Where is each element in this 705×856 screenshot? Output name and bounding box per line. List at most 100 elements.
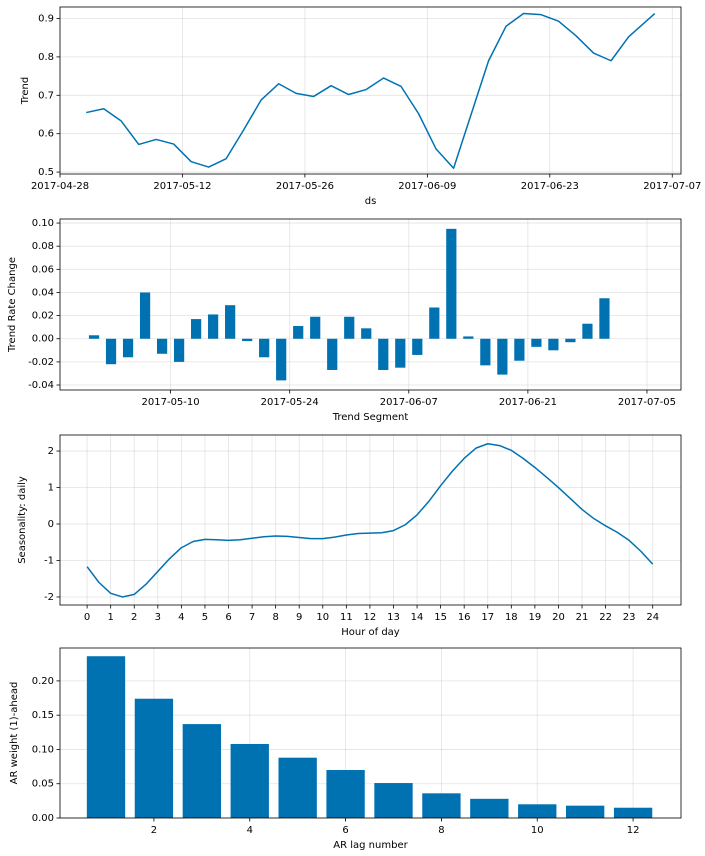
x-tick-label: 16 — [458, 612, 471, 623]
y-axis-label: AR weight (1)-ahead — [9, 682, 20, 785]
x-tick-label: 9 — [296, 612, 302, 623]
x-tick-label: 2017-06-07 — [380, 397, 438, 408]
bar — [361, 328, 372, 339]
bar — [378, 338, 389, 370]
bar — [86, 656, 126, 818]
x-tick-label: 2 — [151, 825, 157, 836]
x-tick-label: 13 — [387, 612, 400, 623]
y-tick-label: 0.00 — [32, 334, 54, 345]
y-tick-label: 0.00 — [32, 813, 54, 824]
x-axis-label: AR lag number — [333, 840, 408, 851]
y-axis-label: Trend Rate Change — [7, 257, 18, 353]
y-tick-label: 0.02 — [32, 311, 54, 322]
bar — [139, 292, 151, 339]
x-tick-label: 2017-05-10 — [142, 397, 200, 408]
x-tick-label: 2017-07-05 — [618, 397, 676, 408]
trend-line — [86, 12, 656, 169]
y-tick-label: 0.08 — [32, 241, 54, 252]
bar — [182, 724, 221, 818]
x-axis-label: Trend Segment — [332, 412, 409, 423]
x-tick-label: 12 — [364, 612, 377, 623]
x-tick-label: 4 — [247, 825, 253, 836]
bar — [242, 338, 253, 342]
y-tick-label: 0.10 — [32, 218, 54, 229]
axes-frame — [59, 218, 682, 391]
x-tick-label: 10 — [316, 612, 329, 623]
bar — [191, 319, 202, 339]
y-tick-label: -0.04 — [28, 380, 54, 391]
bar — [480, 338, 491, 366]
x-tick-label: 10 — [531, 825, 544, 836]
bar — [374, 783, 413, 818]
x-tick-label: 8 — [272, 612, 278, 623]
bar — [470, 798, 509, 818]
bar — [225, 305, 236, 339]
x-tick-label: 15 — [434, 612, 447, 623]
x-tick-label: 2017-06-23 — [521, 181, 579, 192]
bar — [88, 335, 100, 339]
y-tick-label: 0 — [48, 519, 54, 530]
x-tick-label: 5 — [202, 612, 208, 623]
y-tick-label: 0.05 — [32, 779, 54, 790]
y-tick-label: 0.7 — [38, 90, 54, 101]
x-tick-label: 1 — [107, 612, 113, 623]
bar — [429, 307, 440, 339]
y-tick-label: 0.15 — [32, 710, 54, 721]
x-tick-label: 8 — [438, 825, 444, 836]
bar — [518, 804, 557, 818]
bar — [259, 338, 270, 358]
x-tick-label: 2017-04-28 — [31, 181, 89, 192]
y-tick-label: -1 — [44, 555, 54, 566]
y-tick-label: 0.6 — [38, 129, 54, 140]
bar — [326, 770, 365, 818]
bar — [293, 326, 304, 339]
bar — [156, 338, 168, 354]
bar — [531, 338, 542, 347]
bar — [548, 338, 559, 351]
x-tick-label: 17 — [481, 612, 494, 623]
bar — [327, 338, 338, 370]
bar — [514, 338, 525, 361]
bar — [446, 228, 457, 339]
bar — [344, 316, 355, 339]
x-tick-label: 11 — [340, 612, 353, 623]
axes-frame — [59, 434, 682, 606]
bar — [599, 298, 610, 339]
bar — [582, 323, 593, 339]
bar — [134, 698, 174, 818]
x-axis-label: ds — [365, 196, 377, 207]
x-tick-label: 20 — [552, 612, 565, 623]
x-tick-label: 2017-06-09 — [398, 181, 456, 192]
x-tick-label: 23 — [623, 612, 636, 623]
trend-line — [86, 443, 654, 598]
bar — [208, 314, 219, 339]
bar — [310, 316, 321, 339]
x-tick-label: 2017-05-24 — [261, 397, 319, 408]
x-tick-label: 2017-05-12 — [153, 181, 211, 192]
x-tick-label: 2017-05-26 — [276, 181, 334, 192]
bar — [105, 338, 117, 365]
axes-frame — [59, 647, 682, 819]
y-tick-label: -2 — [44, 592, 54, 603]
bar — [276, 338, 287, 381]
x-tick-label: 6 — [342, 825, 348, 836]
bar — [565, 338, 576, 343]
x-tick-label: 14 — [411, 612, 424, 623]
bar — [395, 338, 406, 368]
x-tick-label: 21 — [576, 612, 589, 623]
y-tick-label: 0.8 — [38, 52, 54, 63]
bar — [497, 338, 508, 375]
y-tick-label: 0.04 — [32, 287, 54, 298]
x-tick-label: 7 — [249, 612, 255, 623]
bar — [613, 807, 653, 818]
x-axis-label: Hour of day — [341, 627, 400, 638]
y-tick-label: 0.5 — [38, 167, 54, 178]
bar — [230, 743, 269, 818]
x-tick-label: 2017-06-21 — [499, 397, 557, 408]
x-tick-label: 22 — [599, 612, 612, 623]
y-axis-label: Seasonality: daily — [17, 476, 28, 564]
bar — [422, 793, 461, 818]
y-tick-label: -0.02 — [28, 357, 54, 368]
